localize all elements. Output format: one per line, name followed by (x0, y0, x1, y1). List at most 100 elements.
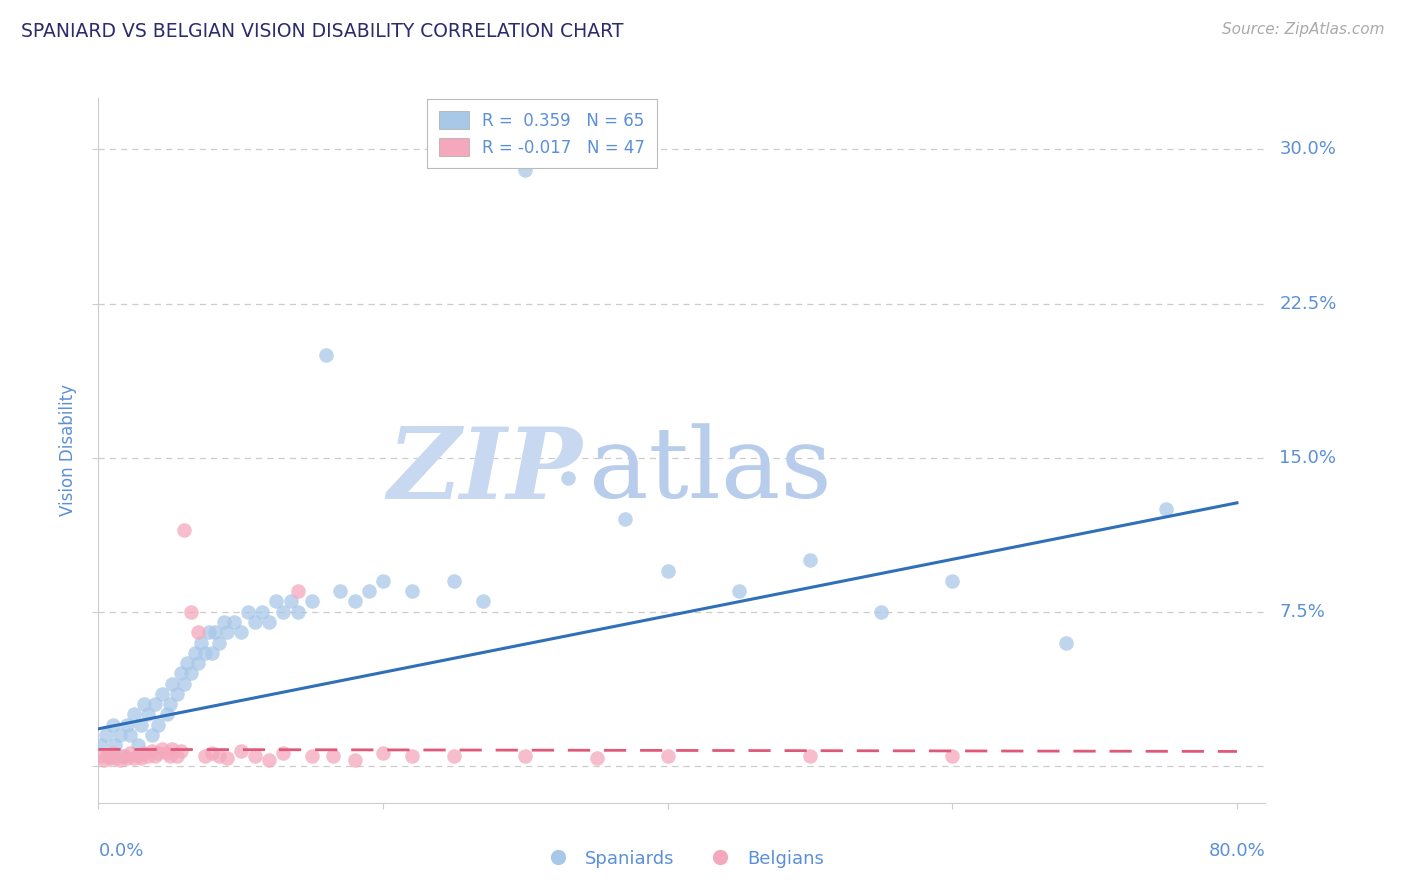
Point (443, 748, 465, 763)
Point (129, 750, 152, 764)
Point (132, 747, 155, 761)
Point (204, 625, 226, 640)
Point (215, 750, 238, 764)
Point (557, 471, 579, 485)
Point (657, 748, 679, 763)
Point (1054, 635, 1077, 649)
Point (173, 676, 195, 690)
Point (273, 747, 295, 761)
Point (180, 605, 202, 619)
Point (657, 564, 679, 578)
Text: 22.5%: 22.5% (1279, 294, 1337, 312)
Point (166, 687, 188, 701)
Point (112, 748, 135, 763)
Point (159, 748, 181, 763)
Point (208, 748, 231, 763)
Point (280, 594, 302, 608)
Point (173, 523, 195, 537)
Point (201, 747, 224, 761)
Text: 7.5%: 7.5% (1279, 603, 1326, 621)
Point (198, 625, 221, 640)
Point (112, 748, 135, 763)
Point (136, 707, 159, 722)
Point (98, 748, 121, 763)
Point (156, 707, 179, 722)
Point (93, 753, 115, 767)
Point (159, 697, 181, 711)
Point (122, 707, 145, 722)
Point (187, 625, 209, 640)
Point (129, 717, 152, 731)
Point (357, 584, 380, 599)
Point (101, 717, 124, 731)
Point (273, 605, 295, 619)
Point (127, 748, 149, 763)
Point (132, 697, 155, 711)
Point (301, 594, 323, 608)
Point (229, 744, 252, 758)
Point (371, 574, 394, 588)
Point (141, 744, 163, 758)
Point (315, 348, 337, 362)
Point (215, 625, 238, 640)
Point (190, 635, 212, 649)
Point (266, 594, 288, 608)
Point (127, 739, 149, 753)
Point (194, 748, 217, 763)
Point (118, 747, 141, 761)
Point (176, 656, 198, 670)
Point (148, 717, 170, 731)
Point (143, 697, 166, 711)
Point (143, 748, 166, 763)
Point (1154, 502, 1177, 516)
Point (194, 646, 217, 660)
Point (162, 742, 184, 756)
Point (156, 747, 179, 761)
Point (727, 584, 749, 599)
Point (170, 744, 193, 758)
Point (187, 656, 209, 670)
Legend: Spaniards, Belgians: Spaniards, Belgians (533, 842, 831, 875)
Point (371, 747, 394, 761)
Text: SPANIARD VS BELGIAN VISION DISABILITY CORRELATION CHART: SPANIARD VS BELGIAN VISION DISABILITY CO… (21, 22, 624, 41)
Text: ZIP: ZIP (388, 424, 582, 520)
Point (585, 750, 607, 764)
Point (243, 748, 266, 763)
Point (443, 574, 465, 588)
Y-axis label: Vision Disability: Vision Disability (59, 384, 77, 516)
Point (329, 584, 352, 599)
Point (201, 646, 224, 660)
Point (515, 163, 537, 178)
Point (257, 753, 280, 767)
Point (343, 753, 366, 767)
Point (96, 748, 118, 763)
Point (98, 750, 121, 764)
Point (115, 717, 138, 731)
Point (90, 748, 112, 763)
Point (343, 594, 366, 608)
Text: 0.0%: 0.0% (98, 841, 143, 860)
Point (180, 666, 202, 681)
Point (208, 635, 231, 649)
Point (614, 512, 637, 526)
Point (941, 574, 963, 588)
Text: atlas: atlas (589, 424, 831, 519)
Point (162, 676, 184, 690)
Point (101, 747, 124, 761)
Point (322, 748, 344, 763)
Point (287, 584, 309, 599)
Point (799, 748, 821, 763)
Point (90, 739, 112, 753)
Point (515, 748, 537, 763)
Point (108, 728, 131, 742)
Point (118, 728, 141, 742)
Point (257, 615, 280, 629)
Point (870, 605, 893, 619)
Point (108, 753, 131, 767)
Text: 15.0%: 15.0% (1279, 449, 1336, 467)
Point (212, 615, 235, 629)
Point (471, 594, 494, 608)
Point (136, 748, 159, 763)
Text: Source: ZipAtlas.com: Source: ZipAtlas.com (1222, 22, 1385, 37)
Point (166, 748, 188, 763)
